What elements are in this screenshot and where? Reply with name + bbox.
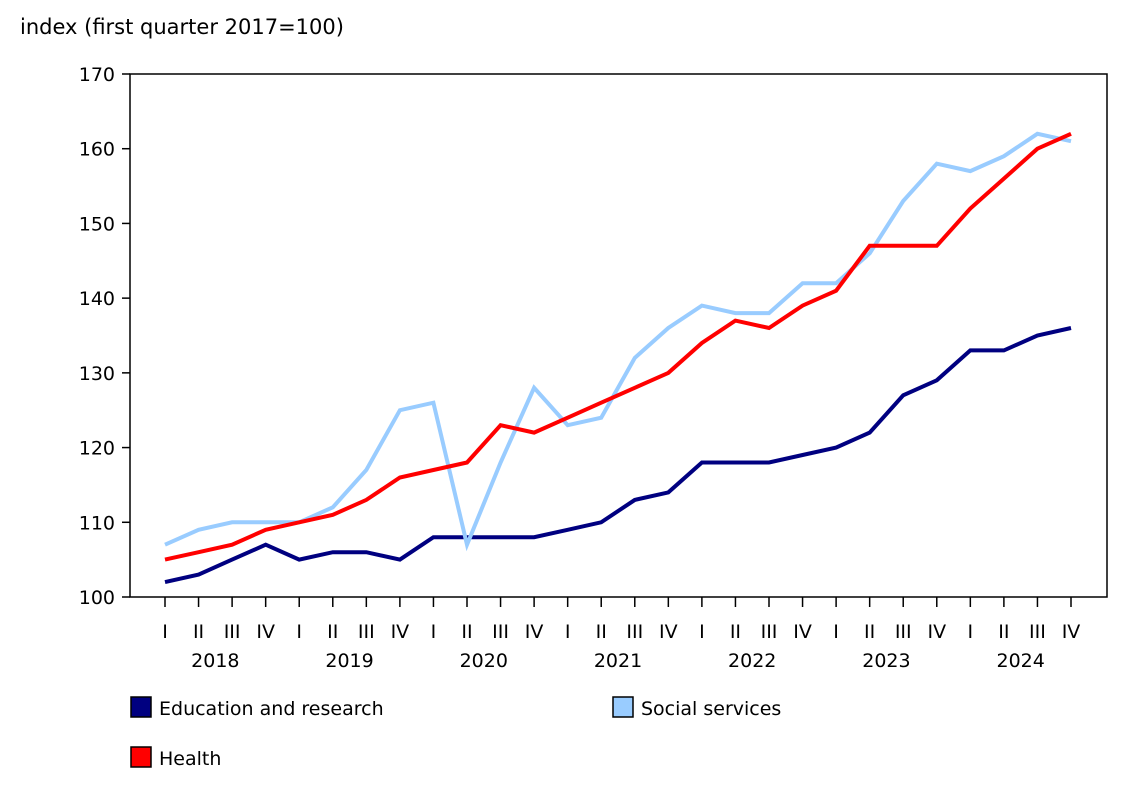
x-quarter-label: IV — [1062, 621, 1081, 643]
x-quarter-label: III — [626, 621, 643, 643]
x-quarter-label: I — [699, 621, 705, 643]
x-quarter-label: II — [864, 621, 875, 643]
legend-label: Education and research — [159, 698, 384, 720]
x-year-label: 2018 — [191, 650, 239, 672]
plot-frame — [129, 73, 1108, 598]
x-quarter-label: I — [565, 621, 571, 643]
x-quarter-label: IV — [927, 621, 946, 643]
x-quarter-label: II — [596, 621, 607, 643]
x-quarter-label: IV — [256, 621, 275, 643]
x-quarter-label: I — [833, 621, 839, 643]
y-tick-label: 120 — [79, 438, 115, 460]
x-quarter-label: II — [327, 621, 338, 643]
legend-label: Health — [159, 748, 221, 770]
y-tick-label: 130 — [79, 363, 115, 385]
x-quarter-label: III — [358, 621, 375, 643]
series-line-health — [164, 131, 1072, 562]
y-tick-label: 100 — [79, 587, 115, 609]
x-quarter-label: IV — [525, 621, 544, 643]
legend-swatch — [612, 696, 634, 718]
x-quarter-label: III — [1029, 621, 1046, 643]
x-quarter-label: IV — [659, 621, 678, 643]
legend-label: Social services — [641, 698, 781, 720]
y-tick-label: 110 — [79, 512, 115, 534]
y-axis-label: index (first quarter 2017=100) — [20, 15, 344, 39]
x-quarter-label: IV — [793, 621, 812, 643]
y-tick-label: 140 — [79, 288, 115, 310]
legend-swatch — [130, 696, 152, 718]
x-year-label: 2019 — [325, 650, 373, 672]
x-year-label: 2024 — [996, 650, 1044, 672]
x-quarter-label: III — [761, 621, 778, 643]
y-tick-label: 170 — [79, 64, 115, 86]
x-quarter-label: II — [730, 621, 741, 643]
x-quarter-label: I — [162, 621, 168, 643]
x-quarter-label: I — [431, 621, 437, 643]
x-quarter-label: III — [224, 621, 241, 643]
x-year-label: 2020 — [460, 650, 508, 672]
x-year-label: 2022 — [728, 650, 776, 672]
series-line-education-and-research — [164, 326, 1072, 585]
y-tick-label: 150 — [79, 213, 115, 235]
x-quarter-label: II — [461, 621, 472, 643]
x-quarter-label: II — [998, 621, 1009, 643]
x-quarter-label: I — [968, 621, 974, 643]
x-quarter-label: III — [492, 621, 509, 643]
y-tick-label: 160 — [79, 139, 115, 161]
x-quarter-label: IV — [391, 621, 410, 643]
x-quarter-label: III — [895, 621, 912, 643]
x-quarter-label: I — [296, 621, 302, 643]
x-year-label: 2023 — [862, 650, 910, 672]
x-quarter-label: II — [193, 621, 204, 643]
series-line-social-services — [164, 131, 1072, 552]
x-year-label: 2021 — [594, 650, 642, 672]
legend-swatch — [130, 746, 152, 768]
